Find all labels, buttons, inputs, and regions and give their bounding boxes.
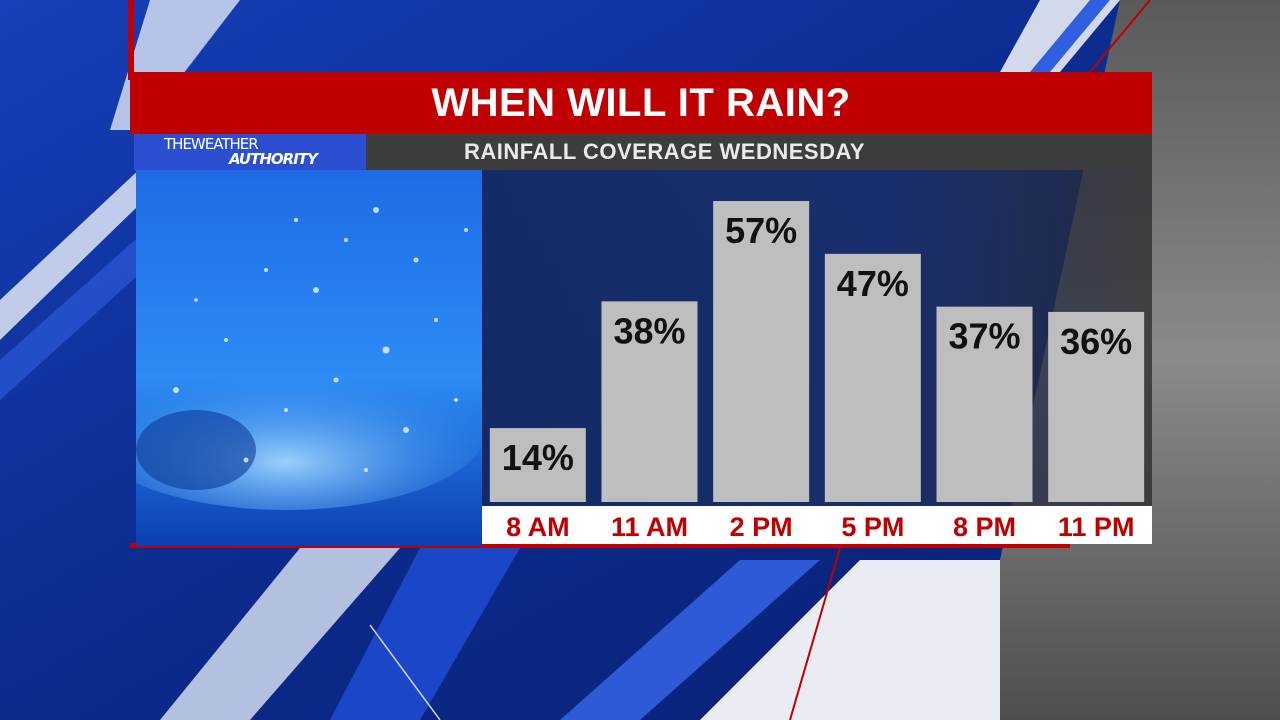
category-label: 2 PM [730, 512, 793, 542]
bar-2-pm [713, 201, 810, 503]
bar-value-label: 38% [613, 310, 685, 351]
rainfall-bar-chart: 14% 38% 57% 47% 37% 36% 8 AM 11 AM 2 PM 5 PM 8 PM… [482, 170, 1152, 544]
logo-line-1: THEWEATHER [164, 135, 259, 153]
category-label: 11 AM [611, 512, 688, 542]
bar-5-pm [824, 253, 921, 502]
chart-subtitle: RAINFALL COVERAGE WEDNESDAY [366, 134, 1152, 170]
page-title: WHEN WILL IT RAIN? [130, 72, 1152, 134]
bar-value-label: 37% [948, 316, 1020, 357]
station-logo: THEWEATHER AUTHORITY [134, 134, 366, 170]
bar-8-pm [936, 306, 1033, 502]
category-label: 8 PM [953, 512, 1016, 542]
category-label: 11 PM [1058, 512, 1135, 542]
accent-stripe-bottom [130, 543, 1070, 548]
logo-line-2: AUTHORITY [229, 150, 318, 168]
bar-value-label: 36% [1060, 321, 1132, 362]
bar-value-label: 57% [725, 210, 797, 251]
bar-11-am [601, 301, 698, 502]
bar-8-am [489, 428, 586, 502]
bar-value-label: 47% [837, 263, 909, 304]
graphic-panel: WHEN WILL IT RAIN? THEWEATHER AUTHORITY … [130, 72, 1152, 548]
plot-area [482, 170, 1152, 506]
bar-value-label: 14% [502, 437, 574, 478]
accent-stripe-left [128, 0, 134, 80]
category-label: 8 AM [506, 512, 570, 542]
rain-splash-image [136, 170, 482, 546]
category-label: 5 PM [841, 512, 904, 542]
category-axis-strip [482, 506, 1152, 544]
bar-11-pm [1048, 311, 1145, 502]
